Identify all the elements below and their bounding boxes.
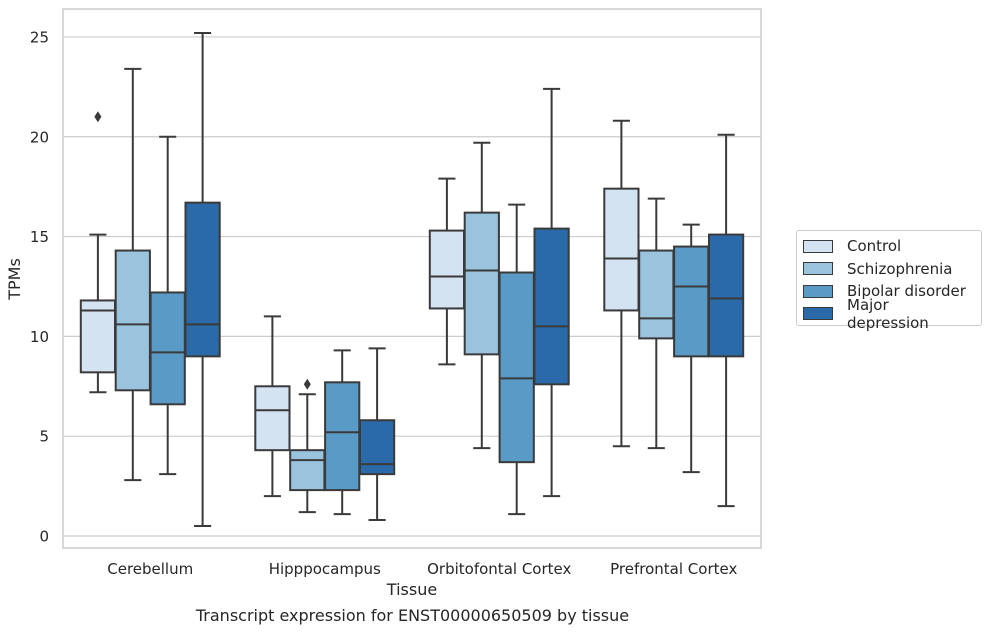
box-body (673, 245, 710, 358)
legend-item-schizophrenia: Schizophrenia (803, 258, 975, 281)
y-axis-label: TPMs (5, 258, 24, 301)
box-control (428, 177, 466, 366)
figure-caption: Transcript expression for ENST0000065050… (195, 606, 630, 625)
y-axis-ticks: 0 5 10 15 20 25 (30, 28, 49, 545)
box-body (184, 201, 221, 358)
box-schizophrenia (114, 67, 151, 482)
box-body (254, 385, 291, 452)
legend-item-major-depression: Major depression (803, 296, 975, 332)
y-tick-label: 25 (30, 28, 49, 46)
legend-label: Control (847, 237, 902, 256)
box-body (638, 249, 675, 340)
box-major-depression (184, 31, 221, 528)
box-body (707, 233, 745, 358)
x-tick-label: Prefrontal Cortex (610, 560, 737, 578)
box-control (254, 315, 291, 498)
box-schizophrenia (289, 378, 326, 514)
x-tick-label: Hipppocampus (269, 560, 381, 578)
legend-label: Schizophrenia (847, 259, 953, 278)
box-bipolar-disorder (149, 135, 186, 476)
legend-swatch (803, 307, 833, 321)
box-bipolar-disorder (673, 223, 710, 474)
y-tick-label: 15 (30, 228, 49, 246)
outlier-point (94, 111, 102, 123)
box-major-depression (358, 347, 396, 522)
box-major-depression (707, 133, 745, 508)
x-tick-label: Orbitofontal Cortex (427, 560, 571, 578)
box-body (149, 291, 186, 406)
legend-swatch (803, 239, 833, 253)
box-body (79, 299, 117, 374)
legend-swatch (803, 284, 833, 298)
legend-swatch (803, 262, 833, 276)
legend-item-control: Control (803, 235, 975, 258)
box-schizophrenia (638, 197, 675, 450)
y-tick-label: 5 (39, 428, 49, 446)
box-body (358, 419, 396, 476)
box-body (603, 187, 640, 312)
box-major-depression (533, 87, 570, 498)
x-axis-label: Tissue (386, 580, 437, 599)
y-tick-label: 10 (30, 328, 49, 346)
outlier-point (303, 378, 311, 390)
box-bipolar-disorder (498, 203, 535, 516)
boxes (79, 31, 745, 528)
box-body (463, 211, 500, 356)
legend-label: Bipolar disorder (847, 282, 966, 301)
box-body (324, 381, 361, 492)
x-tick-label: Cerebellum (107, 560, 193, 578)
box-body (428, 229, 466, 310)
box-body (114, 249, 151, 392)
box-body (498, 271, 535, 464)
box-body (533, 227, 570, 386)
box-control (79, 233, 117, 394)
y-tick-label: 0 (39, 528, 49, 546)
legend-item-bipolar-disorder: Bipolar disorder (803, 280, 975, 303)
legend-label: Major depression (847, 295, 929, 332)
y-tick-label: 20 (30, 128, 49, 146)
legend: Control Schizophrenia Bipolar disorder M… (796, 230, 982, 332)
box-control (603, 119, 640, 448)
box-bipolar-disorder (324, 349, 361, 516)
box-body (289, 449, 326, 492)
x-axis-ticks: Cerebellum Hipppocampus Orbitofontal Corte… (107, 560, 737, 578)
